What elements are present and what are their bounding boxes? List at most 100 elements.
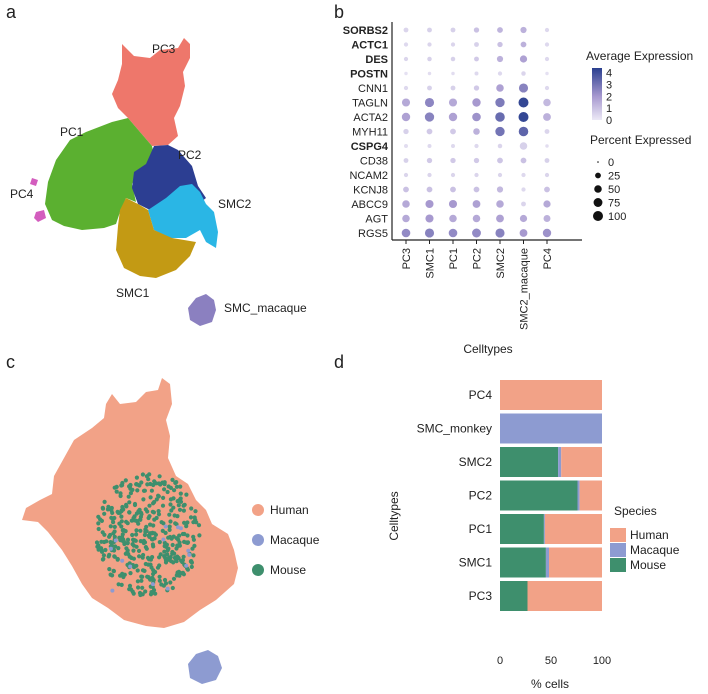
cluster-label-smc2: SMC2 [218,197,252,211]
dot-mark [427,71,432,76]
mouse-point [137,554,142,559]
pct-expressed-legend-label: 25 [608,171,620,183]
mouse-point [134,528,139,533]
bar-category-label: SMC1 [459,556,493,570]
pct-expressed-legend-label: 100 [608,211,626,223]
dot-mark [425,199,434,209]
dot-mark [448,199,458,209]
dot-mark [521,71,526,76]
mouse-point [169,508,174,513]
dotplot-x-ticks: PC3 SMC1 PC1 PC2 SMC2 SMC2_macaque PC4 [401,240,554,330]
mouse-point [176,503,181,508]
mouse-point [113,544,118,549]
panel-a: a PC3 PC1 PC2 PC4 SMC2 SMC1 SMC_macaque [6,2,307,326]
mouse-point [156,509,161,514]
mouse-point [157,474,162,479]
mouse-point [96,521,101,526]
mouse-point [170,477,175,482]
mouse-point [124,551,129,556]
mouse-point [127,510,132,515]
species-legend-label: Mouse [270,563,306,577]
gene-label: RGS5 [358,228,388,240]
macaque-point [113,538,118,543]
mouse-point [100,530,105,535]
dot-mark [448,98,458,107]
cluster-label-smc1: SMC1 [116,286,150,300]
dot-mark [520,26,527,34]
mouse-point [145,482,150,487]
mouse-point [143,529,148,535]
dot-mark [543,215,551,222]
bar-segment-human [561,447,602,477]
mouse-point [127,587,132,592]
bar-legend-label: Human [630,528,669,542]
mouse-point [177,507,183,512]
mouse-point [120,571,125,576]
mouse-point [168,580,173,585]
bar-legend-label: Macaque [630,543,680,557]
dot-mark [496,214,504,223]
bar-legend-label: Mouse [630,558,666,572]
mouse-point [108,532,113,538]
gene-label: NCAM2 [349,170,388,182]
dot-mark [403,85,409,91]
dot-mark [402,214,410,223]
gene-label: TAGLN [352,98,388,110]
mouse-point [181,508,186,513]
dot-mark [519,229,528,237]
avg-expression-tick-label: 2 [606,91,612,103]
mouse-point [152,479,157,484]
mouse-point [112,534,117,539]
bar-segment-macaque [558,447,562,477]
dot-mark [544,172,550,178]
dot-mark [427,27,432,33]
dot-mark [403,158,409,163]
dotplot-x-axis-title: Celltypes [463,342,512,356]
bar-x-tick-label: 100 [593,655,611,667]
mouse-point [185,567,190,572]
mouse-point [180,558,185,563]
dot-mark [474,172,479,178]
mouse-point [141,538,146,543]
macaque-point [120,558,125,563]
mouse-point [106,554,111,559]
mouse-point [150,537,155,542]
bar-category-label: SMC_monkey [417,422,492,436]
mouse-point [157,574,162,579]
mouse-point [128,491,133,496]
mouse-point [119,524,124,529]
panel-d-letter: d [334,352,344,372]
dot-mark [404,144,408,148]
gene-label: CSPG4 [351,141,389,153]
mouse-point [140,472,145,477]
bar-legend-swatch [610,528,626,542]
mouse-point [136,548,142,554]
dot-mark [401,228,411,238]
dot-mark [451,71,455,76]
mouse-point [131,515,136,521]
mouse-point [121,574,126,580]
dot-mark [543,98,551,107]
dot-mark [544,158,550,163]
dot-mark [450,128,456,135]
mouse-point [170,542,175,548]
dot-mark [544,27,550,33]
dot-mark [427,42,432,47]
mouse-point [150,575,155,581]
dot-mark [521,172,526,178]
mouse-point [102,499,107,504]
bar-x-ticks: 0 50 100 [497,655,611,667]
gene-label: DES [365,54,388,66]
dot-mark [403,172,409,178]
dot-mark [519,55,528,63]
gene-label: ABCC9 [351,199,388,211]
mouse-point [134,475,139,480]
mouse-point [125,541,130,546]
panel-b: b SORBS2 ACTC1 DES POSTN CNN1 TAGLN ACTA2 MYH11… [334,2,693,356]
cluster-label-pc2: PC2 [178,148,202,162]
species-legend-swatch [252,564,264,576]
mouse-point [157,555,162,560]
dot-mark [403,56,409,62]
mouse-point [192,543,197,549]
